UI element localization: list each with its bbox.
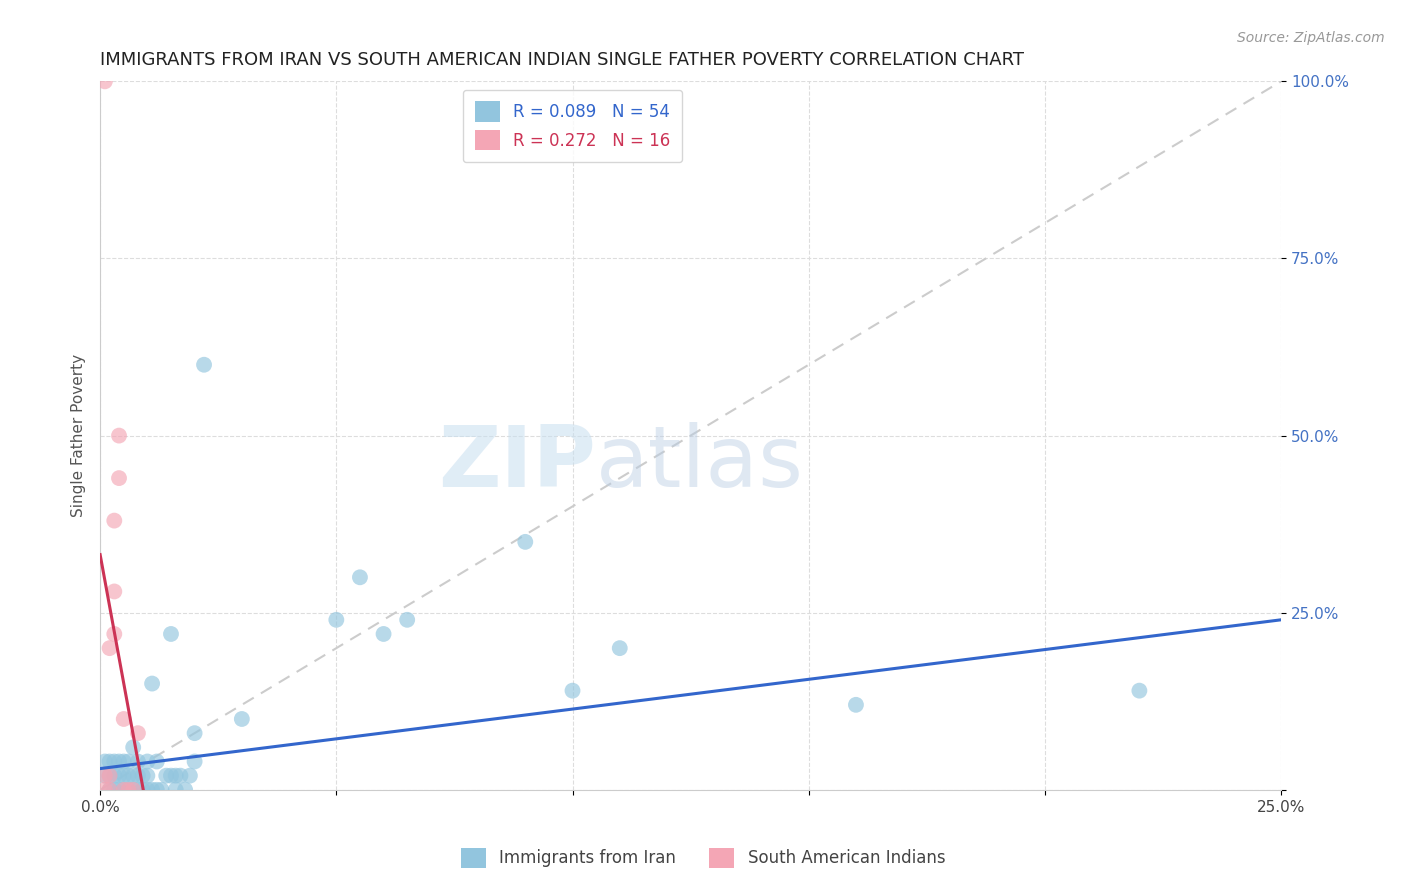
- Point: [136, 782, 159, 797]
- Point: [396, 613, 419, 627]
- Text: IMMIGRANTS FROM IRAN VS SOUTH AMERICAN INDIAN SINGLE FATHER POVERTY CORRELATION : IMMIGRANTS FROM IRAN VS SOUTH AMERICAN I…: [100, 51, 1024, 69]
- Point: [94, 782, 117, 797]
- Point: [146, 782, 169, 797]
- Point: [325, 613, 347, 627]
- Point: [231, 712, 253, 726]
- Point: [165, 782, 187, 797]
- Point: [98, 641, 121, 656]
- Point: [515, 534, 537, 549]
- Point: [103, 627, 125, 641]
- Text: ZIP: ZIP: [439, 423, 596, 506]
- Point: [183, 726, 205, 740]
- Point: [108, 782, 131, 797]
- Point: [150, 782, 173, 797]
- Point: [160, 769, 183, 783]
- Point: [98, 769, 121, 783]
- Point: [94, 769, 117, 783]
- Point: [94, 74, 117, 88]
- Point: [98, 769, 121, 783]
- Point: [373, 627, 395, 641]
- Point: [98, 782, 121, 797]
- Point: [141, 676, 163, 690]
- Point: [174, 782, 197, 797]
- Point: [131, 782, 153, 797]
- Point: [108, 755, 131, 769]
- Y-axis label: Single Father Poverty: Single Father Poverty: [72, 354, 86, 517]
- Point: [103, 782, 125, 797]
- Point: [112, 755, 135, 769]
- Point: [103, 755, 125, 769]
- Point: [98, 755, 121, 769]
- Point: [103, 584, 125, 599]
- Point: [122, 769, 145, 783]
- Point: [108, 769, 131, 783]
- Point: [127, 755, 149, 769]
- Point: [127, 782, 149, 797]
- Point: [122, 782, 145, 797]
- Point: [103, 769, 125, 783]
- Point: [146, 755, 169, 769]
- Point: [183, 755, 205, 769]
- Text: atlas: atlas: [596, 423, 804, 506]
- Point: [108, 471, 131, 485]
- Point: [98, 782, 121, 797]
- Point: [561, 683, 583, 698]
- Legend: Immigrants from Iran, South American Indians: Immigrants from Iran, South American Ind…: [454, 841, 952, 875]
- Point: [845, 698, 868, 712]
- Point: [127, 769, 149, 783]
- Point: [122, 782, 145, 797]
- Point: [112, 782, 135, 797]
- Text: Source: ZipAtlas.com: Source: ZipAtlas.com: [1237, 31, 1385, 45]
- Point: [94, 769, 117, 783]
- Point: [117, 782, 139, 797]
- Point: [179, 769, 201, 783]
- Point: [112, 769, 135, 783]
- Point: [131, 769, 153, 783]
- Point: [193, 358, 215, 372]
- Point: [108, 428, 131, 442]
- Legend: R = 0.089   N = 54, R = 0.272   N = 16: R = 0.089 N = 54, R = 0.272 N = 16: [463, 90, 682, 162]
- Point: [136, 769, 159, 783]
- Point: [117, 782, 139, 797]
- Point: [349, 570, 371, 584]
- Point: [160, 627, 183, 641]
- Point: [141, 782, 163, 797]
- Point: [103, 514, 125, 528]
- Point: [609, 641, 631, 656]
- Point: [1128, 683, 1150, 698]
- Point: [117, 769, 139, 783]
- Point: [112, 782, 135, 797]
- Point: [127, 726, 149, 740]
- Point: [112, 712, 135, 726]
- Point: [155, 769, 177, 783]
- Point: [94, 755, 117, 769]
- Point: [117, 755, 139, 769]
- Point: [165, 769, 187, 783]
- Point: [122, 740, 145, 755]
- Point: [136, 755, 159, 769]
- Point: [169, 769, 191, 783]
